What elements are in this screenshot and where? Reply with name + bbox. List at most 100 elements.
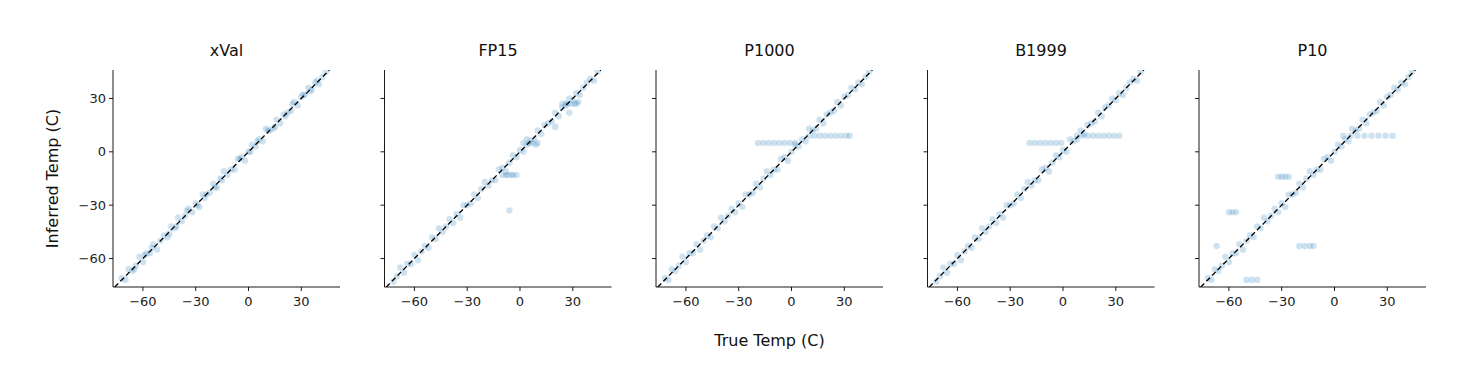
scatter-point <box>837 102 844 109</box>
scatter-point <box>1368 133 1375 140</box>
scatter-point <box>1354 133 1361 140</box>
x-tick-label: −30 <box>996 294 1023 309</box>
x-tick-label: −60 <box>401 294 428 309</box>
scatter-point <box>944 269 951 276</box>
scatter-point <box>506 207 513 214</box>
y-tick <box>652 205 656 206</box>
x-axis-line <box>113 287 340 288</box>
x-tick-label: −30 <box>1268 294 1295 309</box>
x-tick <box>1115 287 1116 291</box>
scatter-point <box>1254 277 1261 284</box>
y-tick <box>381 151 385 152</box>
scatter-point <box>1233 209 1240 216</box>
plot-area <box>115 70 330 287</box>
scatter-point <box>1250 234 1257 241</box>
scatter-point <box>993 220 1000 227</box>
x-tick-label: −60 <box>944 294 971 309</box>
x-tick <box>844 287 845 291</box>
scatter-point <box>520 149 527 156</box>
panel: −60−30030FP15 <box>381 41 612 309</box>
scatter-point <box>846 133 853 140</box>
plot-area <box>386 70 601 287</box>
scatter-point <box>1226 259 1233 266</box>
scatter-point <box>1046 168 1053 175</box>
x-axis-label: True Temp (C) <box>713 331 824 350</box>
scatter-point <box>792 140 799 147</box>
y-axis-label: Inferred Temp (C) <box>43 109 62 248</box>
x-tick <box>467 287 468 291</box>
panel: −60−30030P1000True Temp (C) <box>652 41 883 350</box>
scatter-point <box>425 245 432 252</box>
x-tick-label: 0 <box>1059 294 1067 309</box>
scatter-point <box>1300 184 1307 191</box>
y-tick <box>1195 205 1199 206</box>
scatter-point <box>492 177 499 184</box>
x-tick-label: 0 <box>244 294 252 309</box>
scatter-point <box>140 259 147 266</box>
y-tick-label: −60 <box>79 251 106 266</box>
y-tick <box>652 98 656 99</box>
scatter-point <box>289 100 296 107</box>
y-tick <box>924 151 928 152</box>
y-tick <box>109 98 113 99</box>
y-tick <box>381 258 385 259</box>
background <box>0 0 1470 382</box>
x-tick-label: −30 <box>725 294 752 309</box>
panel-title: xVal <box>210 41 243 60</box>
x-tick <box>195 287 196 291</box>
y-tick <box>109 205 113 206</box>
y-tick-label: −30 <box>79 198 106 213</box>
scatter-point <box>450 220 457 227</box>
x-tick-label: 0 <box>787 294 795 309</box>
scatter-point <box>1098 113 1105 120</box>
y-tick <box>924 205 928 206</box>
x-tick-label: −60 <box>672 294 699 309</box>
x-axis-line <box>928 287 1155 288</box>
y-tick <box>381 205 385 206</box>
scatter-point <box>401 269 408 276</box>
scatter-point <box>231 166 238 173</box>
scatter-point <box>457 214 464 221</box>
x-tick <box>1387 287 1388 291</box>
figure: −60−30030−60−30030xValInferred Temp (C)−… <box>0 0 1470 382</box>
scatter-point <box>732 209 739 216</box>
scatter-point <box>474 195 481 202</box>
scatter-point <box>665 277 672 284</box>
scatter-point <box>820 120 827 127</box>
scatter-point <box>785 157 792 164</box>
y-tick <box>109 151 113 152</box>
scatter-point <box>513 172 520 179</box>
x-tick <box>1062 287 1063 291</box>
scatter-point <box>1120 92 1127 99</box>
y-tick <box>924 98 928 99</box>
y-tick <box>1195 151 1199 152</box>
identity-line <box>658 70 873 287</box>
x-tick <box>519 287 520 291</box>
x-tick <box>248 287 249 291</box>
scatter-point <box>968 245 975 252</box>
panel-title: P10 <box>1297 41 1327 60</box>
x-tick <box>572 287 573 291</box>
scatter-point <box>1275 209 1282 216</box>
x-tick <box>142 287 143 291</box>
y-tick-label: 0 <box>98 144 106 159</box>
identity-line <box>929 70 1144 287</box>
scatter-point <box>1328 157 1335 164</box>
panel: −60−30030B1999 <box>924 41 1155 309</box>
scatter-point <box>1058 140 1065 147</box>
x-tick-label: 30 <box>293 294 310 309</box>
scatter-point <box>1116 133 1123 140</box>
scatter-point <box>534 140 541 147</box>
scatter-point <box>757 184 764 191</box>
scatter-point <box>1213 243 1220 250</box>
scatter-point <box>1382 133 1389 140</box>
scatter-point <box>683 259 690 266</box>
x-tick <box>957 287 958 291</box>
y-tick <box>1195 98 1199 99</box>
plot-area <box>658 70 873 287</box>
x-tick-label: −60 <box>129 294 156 309</box>
scatter-point <box>1317 166 1324 173</box>
y-tick <box>1195 258 1199 259</box>
scatter-point <box>1310 243 1317 250</box>
y-tick <box>652 258 656 259</box>
